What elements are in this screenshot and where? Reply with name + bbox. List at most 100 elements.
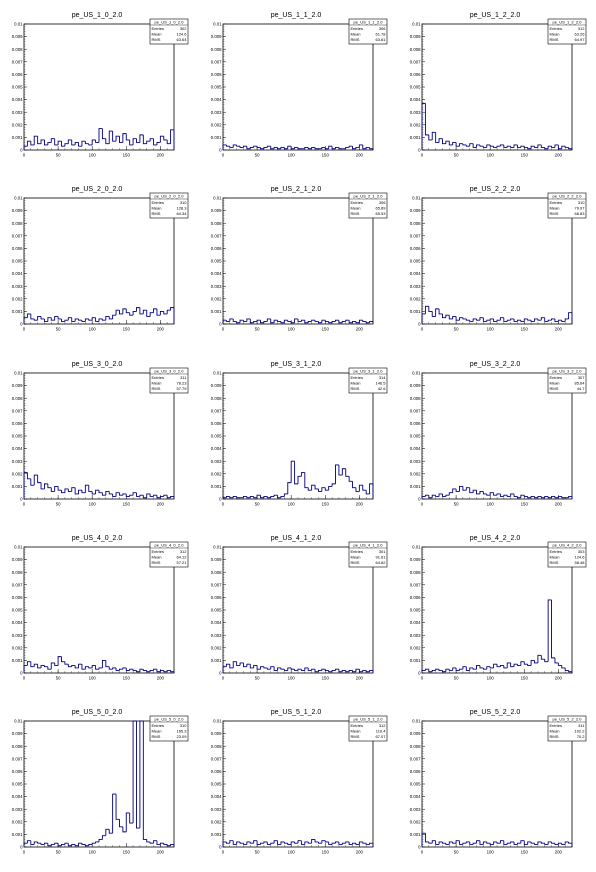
histogram-bin [476,318,480,321]
y-tick-label: 0.009 [12,383,23,388]
histogram-bin [503,144,508,148]
histogram-bin [30,661,35,668]
chart-title: pe_US_4_2_2.0 [470,535,521,542]
histogram-bin [153,138,157,146]
histogram-bin [324,487,329,491]
histogram-bin [23,317,28,324]
histogram-bin [273,666,278,671]
stats-box [547,192,587,219]
y-tick-label: 0 [219,845,222,850]
y-tick-label: 0.008 [211,744,222,749]
histogram-bin [486,144,491,148]
y-tick-label: 0.004 [410,620,421,625]
histogram-bin [54,138,59,146]
histogram-bin [263,147,268,149]
y-tick-label: 0.007 [211,59,222,64]
y-tick-label: 0.001 [211,658,222,663]
histogram-bin [442,670,446,673]
y-tick-label: 0.007 [12,59,23,64]
y-tick-label: 0.006 [410,421,421,426]
stats-box [348,541,388,568]
histogram-panel: pe_US_3_1_2.0 0 0.001 0.002 0.003 0.004 0.005 0… [211,361,388,507]
y-tick-label: 0.01 [213,719,222,724]
histogram-panel: pe_US_2_1_2.0 0 0.001 0.002 0.003 0.004 0.005 0… [211,186,388,332]
histogram-bin [112,131,117,142]
x-tick-label: 0 [421,850,424,855]
histogram-bin [260,147,264,150]
histogram-bin [421,670,426,673]
x-tick-label: 50 [56,153,61,158]
histogram-bin [297,840,302,844]
histogram-bin [513,663,518,667]
y-tick-label: 0.006 [12,246,23,251]
histogram-bin [95,489,99,494]
stats-value: 64.34 [176,211,187,216]
x-tick-label: 0 [222,327,225,332]
histogram-bin [358,484,363,492]
histogram-bin [149,841,154,844]
x-tick-label: 150 [521,676,529,681]
histogram-bin [307,841,312,844]
histogram-bin [424,305,429,314]
x-tick-label: 0 [222,850,225,855]
stats-box [547,715,587,742]
histogram-bin [50,487,55,492]
histogram-bin [153,840,157,844]
chart-title: pe_US_5_1_2.0 [271,709,322,716]
histogram-bin [159,310,164,316]
y-tick-label: 0.007 [12,408,23,413]
histogram-bin [101,128,106,140]
histogram-bin [98,318,103,322]
x-tick-label: 200 [157,502,165,507]
histogram-bin [486,666,491,670]
histogram-bin [517,664,521,666]
histogram-bin [459,668,463,671]
histogram-bin [253,145,258,148]
histogram-bin [428,306,433,312]
histogram-bin [236,496,241,499]
histogram-bin [472,667,477,670]
histogram-bin [47,483,52,489]
x-tick-label: 100 [487,153,495,158]
histogram-bin [136,307,140,312]
histogram-bin [530,496,535,498]
x-tick-label: 50 [255,850,260,855]
stats-value: 146.5 [375,380,386,385]
histogram-bin [462,317,467,320]
stats-value: 91.61 [375,554,386,559]
histogram-bin [132,310,137,316]
histogram-bin [290,667,295,670]
x-tick-label: 150 [123,676,131,681]
stats-label: Mean [351,380,361,385]
histogram-bin [369,321,373,323]
y-tick-label: 0.009 [211,383,222,388]
histogram-bin [256,319,261,322]
histogram-bin [74,487,79,495]
histogram-bin [57,486,62,491]
histogram-bin [428,495,433,499]
histogram-bin [263,841,268,844]
histogram-bin [479,490,484,494]
y-tick-label: 0.007 [12,582,23,587]
histogram-bin [352,321,356,323]
histogram-bin [442,138,446,145]
histogram-bin [283,319,288,323]
histogram-bin [156,141,161,145]
histogram-bin [249,147,254,149]
histogram-bin [493,841,497,845]
y-tick-label: 0.005 [211,434,222,439]
histogram-bin [448,841,453,845]
histogram-bin [479,840,484,845]
histogram-bin [513,144,518,148]
y-tick-label: 0.009 [410,208,421,213]
stats-value: 78.23 [176,380,187,385]
y-tick-label: 0.008 [211,396,222,401]
histogram-bin [67,664,72,668]
histogram-bin [424,103,429,136]
x-tick-label: 200 [555,676,563,681]
histogram-bin [355,487,360,492]
histogram-bin [266,667,271,670]
histogram-bin [428,669,433,673]
histogram-bin [482,667,487,670]
y-tick-label: 0.006 [12,769,23,774]
